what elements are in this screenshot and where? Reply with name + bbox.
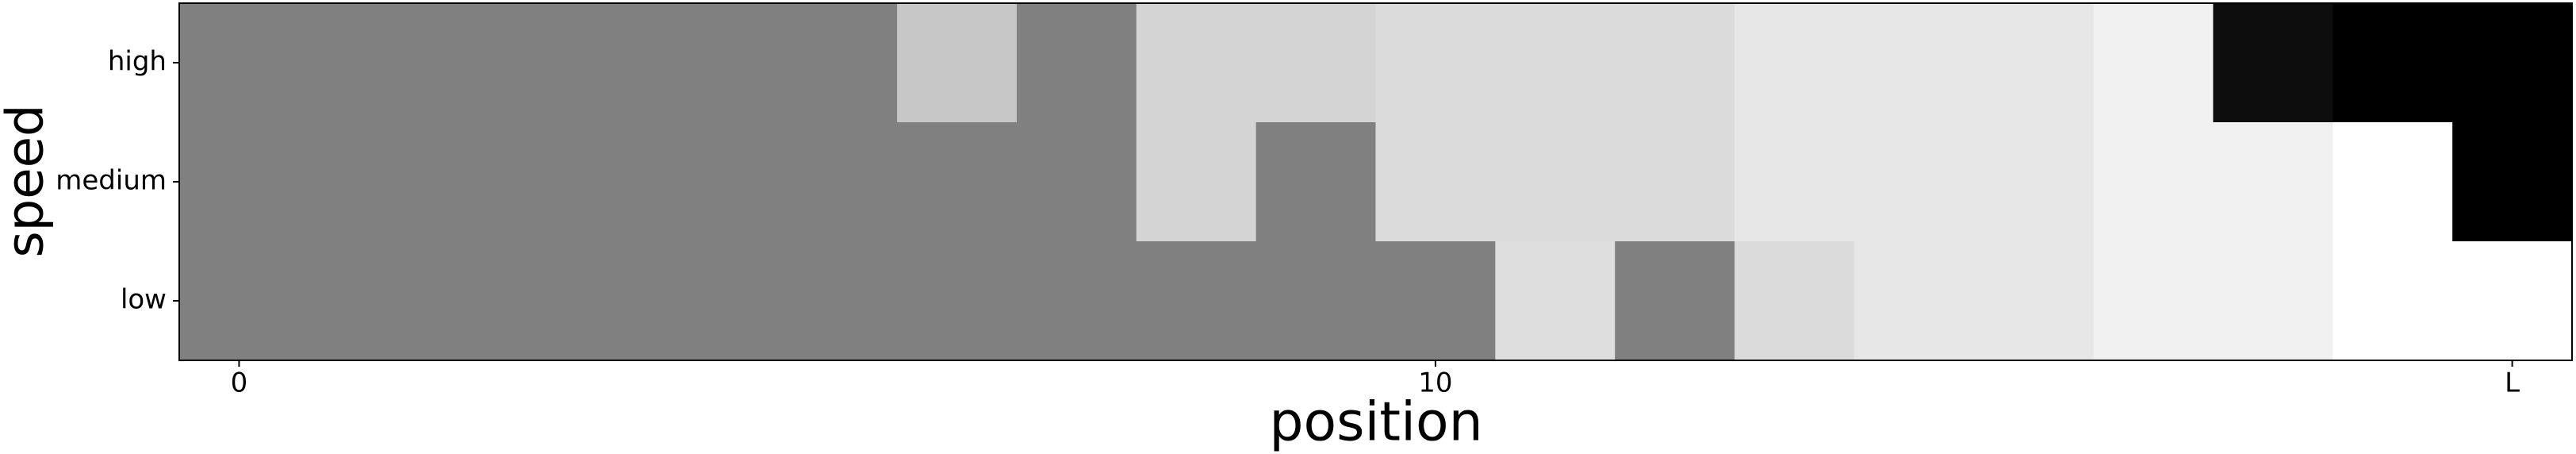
heatmap-cell <box>1615 3 1735 123</box>
heatmap-cell <box>2452 3 2573 123</box>
heatmap-cell <box>2213 3 2333 123</box>
heatmap-cell <box>1973 241 2095 361</box>
heatmap-cell <box>179 3 300 123</box>
heatmap-cell <box>1615 241 1735 361</box>
y-axis-label: speed <box>0 104 56 257</box>
heatmap-cell <box>1735 122 1855 242</box>
heatmap-cell <box>418 241 539 361</box>
heatmap-cell <box>1375 3 1496 123</box>
heatmap-cell <box>1853 3 1975 123</box>
heatmap-cell <box>2093 241 2214 361</box>
heatmap-cell <box>1136 122 1257 242</box>
heatmap-cell <box>1255 122 1376 242</box>
heatmap-cell <box>1853 122 1975 242</box>
heatmap-cell <box>538 122 658 242</box>
heatmap-cell <box>2333 241 2453 361</box>
heatmap-cell <box>1375 241 1496 361</box>
heatmap-cell <box>1016 3 1137 123</box>
heatmap-cell <box>2333 122 2453 242</box>
heatmap-cell <box>657 241 778 361</box>
heatmap-cell <box>418 3 539 123</box>
heatmap-cell <box>1973 3 2095 123</box>
heatmap-cell <box>1255 3 1376 123</box>
heatmap-cell <box>1495 241 1616 361</box>
heatmap-cell <box>2093 122 2214 242</box>
heatmap-cell <box>298 122 420 242</box>
heatmap-cell <box>1136 241 1257 361</box>
heatmap-cell <box>538 241 658 361</box>
heatmap-cell <box>1495 3 1616 123</box>
heatmap-cell <box>1016 122 1137 242</box>
heatmap-cell <box>538 3 658 123</box>
x-tick-label: 0 <box>231 367 248 399</box>
x-tick-label: L <box>2505 367 2520 399</box>
heatmap-cell <box>2093 3 2214 123</box>
heatmap-cell <box>1495 122 1616 242</box>
heatmap-cell <box>1375 122 1496 242</box>
heatmap-cell <box>298 3 420 123</box>
heatmap-cell <box>2213 122 2333 242</box>
heatmap-cell <box>1853 241 1975 361</box>
y-tick-label: medium <box>56 165 167 197</box>
x-tick-label: 10 <box>1418 367 1452 399</box>
heatmap-cell <box>1255 241 1376 361</box>
heatmap-cell <box>179 241 300 361</box>
heatmap-cell <box>418 122 539 242</box>
heatmap-cell <box>1973 122 2095 242</box>
heatmap-cell <box>1615 122 1735 242</box>
heatmap-cell <box>657 122 778 242</box>
heatmap-cell <box>1016 241 1137 361</box>
heatmap-cell <box>2452 122 2573 242</box>
heatmap-cell <box>2213 241 2333 361</box>
heatmap-cell <box>897 241 1018 361</box>
heatmap-cell <box>2452 241 2573 361</box>
heatmap-cell <box>2333 3 2453 123</box>
heatmap-cell <box>897 122 1018 242</box>
x-axis-label: position <box>1269 391 1482 454</box>
heatmap-cell <box>1136 3 1257 123</box>
heatmap-cell <box>897 3 1018 123</box>
heatmap-cell <box>777 241 898 361</box>
heatmap-cell <box>1735 241 1855 361</box>
y-tick-label: high <box>108 46 167 78</box>
heatmap-cell <box>657 3 778 123</box>
heatmap-cell <box>777 122 898 242</box>
heatmap-cell <box>179 122 300 242</box>
heatmap-cell <box>298 241 420 361</box>
heatmap-cell <box>777 3 898 123</box>
y-tick-label: low <box>121 284 167 316</box>
heatmap-cell <box>1735 3 1855 123</box>
